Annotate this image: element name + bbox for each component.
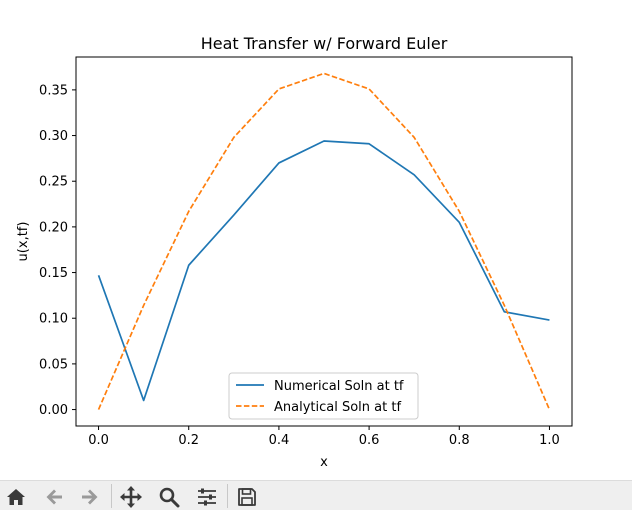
legend-label-analytical: Analytical Soln at tf bbox=[274, 400, 401, 415]
y-tick-label: 0.25 bbox=[39, 175, 68, 190]
forward-arrow-icon bbox=[82, 489, 98, 505]
pan-button[interactable] bbox=[116, 483, 146, 511]
legend-box bbox=[228, 372, 419, 420]
series-line-0 bbox=[97, 140, 550, 402]
plot-area: 0.0 0.2 0.4 0.6 0.8 1.0 0.00 0.05 0.10 0.15 0.20 0.… bbox=[39, 72, 560, 448]
series-line-1 bbox=[97, 72, 551, 410]
back-arrow-icon bbox=[46, 489, 62, 505]
toolbar-separator bbox=[227, 484, 228, 508]
navigation-toolbar bbox=[0, 480, 632, 510]
home-icon bbox=[7, 489, 25, 505]
x-tick-label: 0.2 bbox=[178, 433, 199, 448]
y-tick-label: 0.20 bbox=[39, 220, 68, 235]
legend: Numerical Soln at tf Analytical Soln at … bbox=[228, 372, 419, 420]
save-disk-icon bbox=[238, 488, 256, 506]
x-tick-label: 0.4 bbox=[269, 433, 290, 448]
pan-move-icon bbox=[120, 486, 142, 508]
x-tick-label: 0.0 bbox=[88, 433, 109, 448]
save-button[interactable] bbox=[232, 483, 262, 511]
back-button[interactable] bbox=[39, 483, 69, 511]
y-tick-label: 0.15 bbox=[39, 266, 68, 281]
x-tick-label: 1.0 bbox=[539, 433, 560, 448]
y-tick-label: 0.05 bbox=[39, 357, 68, 372]
chart-title: Heat Transfer w/ Forward Euler bbox=[201, 34, 448, 53]
axes-frame bbox=[75, 56, 573, 427]
zoom-button[interactable] bbox=[154, 483, 184, 511]
y-tick-label: 0.00 bbox=[39, 403, 68, 418]
forward-button[interactable] bbox=[75, 483, 105, 511]
x-tick-label: 0.6 bbox=[359, 433, 380, 448]
y-tick-label: 0.10 bbox=[39, 312, 68, 327]
toolbar-separator bbox=[111, 484, 112, 508]
y-axis-label: u(x,tf) bbox=[16, 222, 31, 262]
chart: Heat Transfer w/ Forward Euler 0.0 0.2 0.4… bbox=[16, 34, 573, 470]
y-tick-label: 0.30 bbox=[39, 129, 68, 144]
zoom-magnifier-icon bbox=[159, 487, 180, 508]
x-tick-label: 0.8 bbox=[449, 433, 470, 448]
x-axis-label: x bbox=[320, 455, 328, 470]
figure: Heat Transfer w/ Forward Euler 0.0 0.2 0.4… bbox=[16, 34, 573, 470]
home-button[interactable] bbox=[1, 483, 31, 511]
configure-subplots-icon bbox=[198, 488, 216, 506]
configure-subplots-button[interactable] bbox=[192, 483, 222, 511]
legend-label-numerical: Numerical Soln at tf bbox=[274, 379, 404, 394]
y-tick-label: 0.35 bbox=[39, 83, 68, 98]
